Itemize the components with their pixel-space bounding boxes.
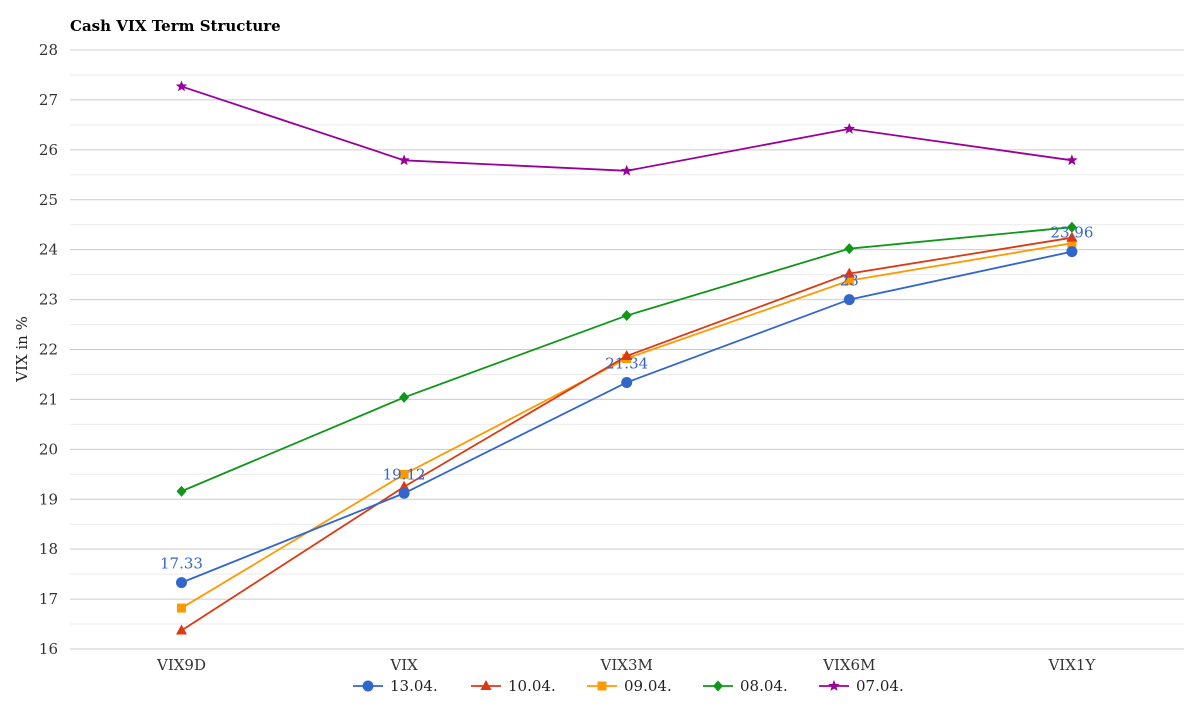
legend-label: 07.04. — [856, 677, 904, 695]
legend-item: 07.04. — [819, 677, 904, 695]
data-point — [621, 376, 633, 388]
series-0904 — [177, 238, 1077, 613]
legend-label: 08.04. — [740, 677, 788, 695]
data-point — [176, 577, 187, 589]
data-labels: 17.33 19.12 21.34 23 23.96 — [160, 224, 1093, 573]
x-tick-label: VIX — [389, 656, 418, 674]
y-tick-label: 26 — [39, 141, 58, 159]
data-point — [621, 349, 633, 360]
data-point — [1066, 154, 1078, 166]
series-line — [181, 250, 1073, 584]
legend-item: 09.04. — [587, 677, 672, 695]
legend-item: 10.04. — [471, 677, 556, 695]
y-tick-label: 17 — [39, 590, 58, 608]
series-line — [181, 242, 1073, 609]
x-tick-label: VIX9D — [156, 656, 206, 674]
data-point — [399, 391, 410, 403]
data-label: 17.33 — [160, 555, 203, 573]
data-point — [398, 480, 410, 491]
data-label: 23.96 — [1050, 224, 1093, 242]
data-label: 23 — [840, 272, 859, 290]
data-point — [1066, 221, 1077, 233]
data-point — [1066, 231, 1078, 242]
y-tick-label: 27 — [39, 91, 58, 109]
legend-marker — [597, 681, 607, 691]
y-tick-label: 16 — [39, 640, 58, 658]
series-0704 — [175, 80, 1078, 176]
y-tick-label: 20 — [39, 440, 58, 458]
legend-label: 13.04. — [390, 677, 438, 695]
data-point — [620, 164, 633, 176]
series-0804 — [176, 221, 1077, 497]
data-point — [843, 122, 856, 134]
legend-marker — [480, 680, 492, 690]
y-tick-label: 24 — [39, 241, 58, 259]
y-tick-labels: 16 17 18 19 20 21 22 23 24 25 26 27 28 — [39, 41, 58, 658]
x-tick-labels: VIX9D VIX VIX3M VIX6M VIX1Y — [156, 656, 1096, 674]
data-point — [399, 469, 409, 479]
y-tick-label: 21 — [39, 390, 58, 408]
data-point — [398, 154, 410, 166]
data-label: 19.12 — [383, 465, 426, 483]
legend-item: 13.04. — [353, 677, 438, 695]
y-tick-label: 19 — [39, 490, 58, 508]
legend-item: 08.04. — [703, 677, 788, 695]
legend-marker — [713, 680, 723, 692]
y-tick-label: 25 — [39, 191, 58, 209]
series-1304 — [176, 246, 1078, 589]
data-point — [843, 267, 855, 278]
y-tick-label: 23 — [39, 291, 58, 309]
data-point — [621, 310, 632, 322]
data-label: 21.34 — [605, 354, 648, 372]
x-tick-label: VIX3M — [600, 656, 653, 674]
data-point — [176, 624, 187, 635]
y-axis-label: VIX in % — [13, 316, 31, 383]
data-point — [844, 243, 855, 255]
x-tick-label: VIX6M — [822, 656, 875, 674]
series-1004 — [176, 231, 1078, 635]
data-point — [177, 603, 186, 613]
legend-label: 09.04. — [624, 677, 672, 695]
data-point — [1066, 246, 1078, 258]
y-tick-label: 18 — [39, 540, 58, 558]
series-line — [181, 85, 1073, 172]
gridlines — [70, 49, 1184, 650]
chart-title: Cash VIX Term Structure — [70, 17, 281, 35]
y-tick-label: 22 — [39, 341, 58, 359]
data-point — [844, 276, 854, 286]
legend-marker — [362, 680, 374, 692]
data-point — [176, 485, 187, 497]
series-group — [175, 80, 1078, 635]
data-point — [843, 294, 855, 306]
data-point — [398, 487, 410, 499]
y-tick-label: 28 — [39, 41, 58, 59]
legend: 13.04. 10.04. 09.04. 08.04. 07.04. — [353, 677, 904, 695]
x-tick-label: VIX1Y — [1047, 656, 1096, 674]
data-point — [1067, 238, 1077, 248]
data-point — [175, 80, 188, 92]
legend-label: 10.04. — [508, 677, 556, 695]
legend-marker — [828, 680, 840, 691]
